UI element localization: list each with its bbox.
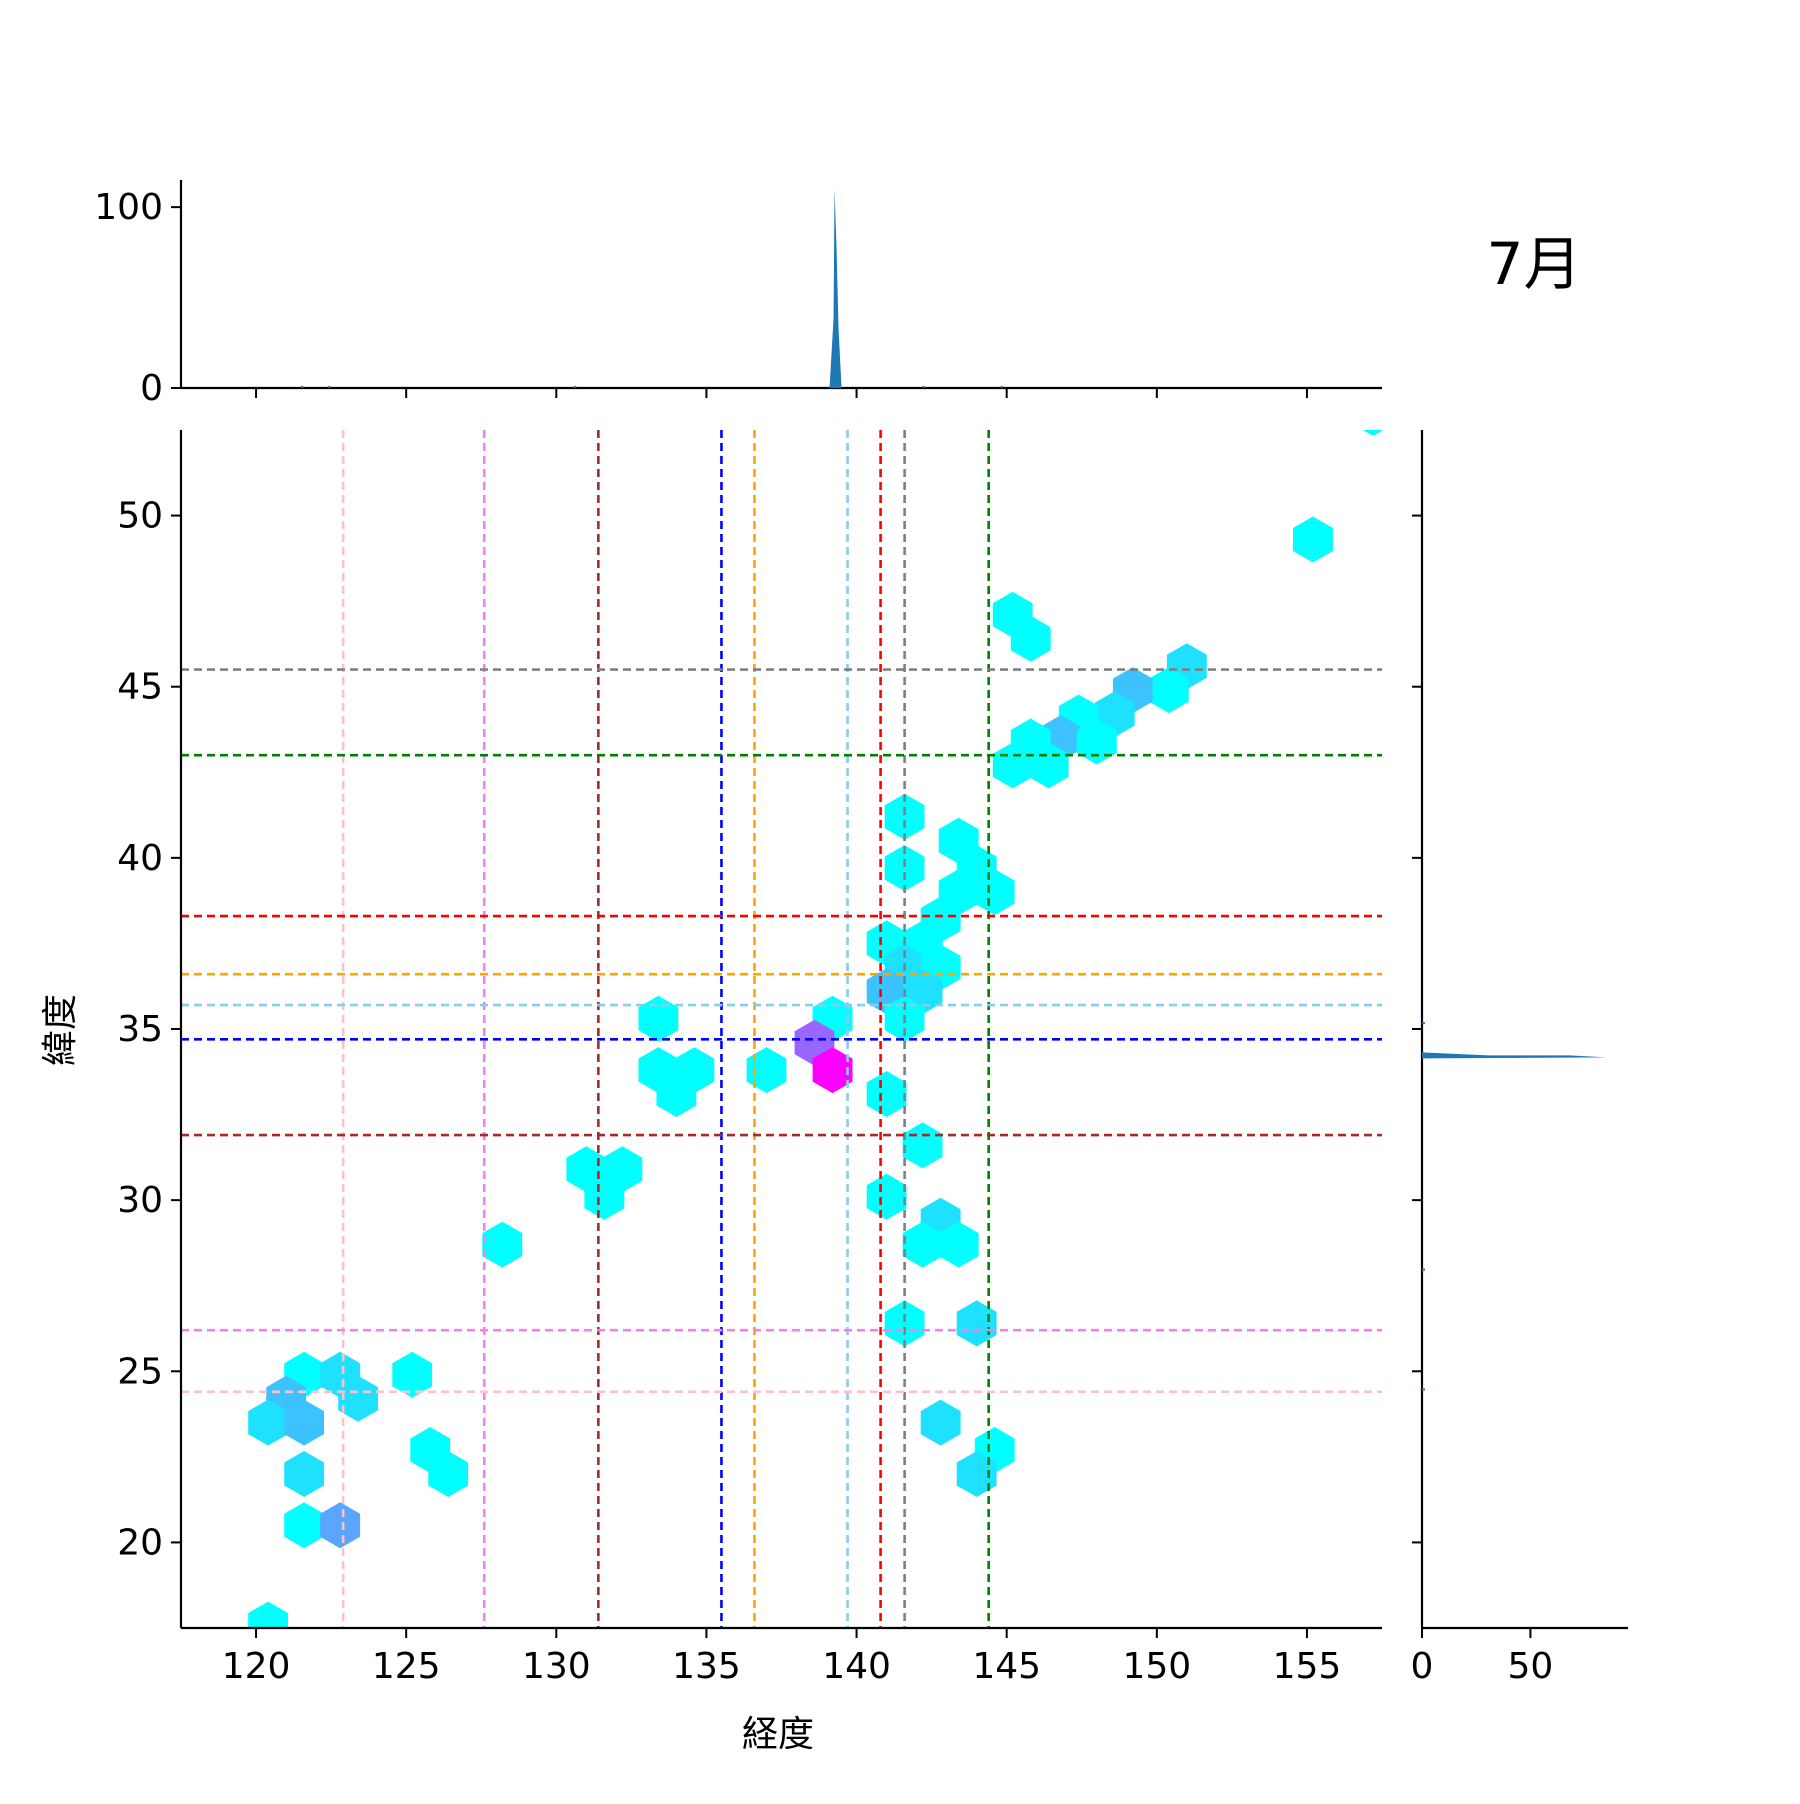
top-hist-bar: [301, 385, 304, 388]
hexbin-cell: [866, 1071, 907, 1117]
hexbin-cell: [884, 793, 925, 840]
hexbin-cell: [284, 1451, 324, 1497]
y-tick-label: 25: [117, 1351, 163, 1392]
top-hist-bar: [922, 385, 925, 388]
right-hist-x-tick-label: 50: [1508, 1646, 1554, 1687]
main-axes: 120 125 130 135 140 145 150 155 20 25 30 35 40 45 50: [117, 430, 1382, 1687]
x-tick-label: 135: [672, 1646, 741, 1687]
right-hist-peak-bar: [1422, 1052, 1607, 1059]
y-axis-label: 緯度: [40, 994, 81, 1066]
right-hist-bar: [1422, 1268, 1425, 1271]
hexbin-cell: [284, 1502, 324, 1549]
hexbin-cell: [584, 1173, 625, 1220]
top-hist-y-tick-label: 0: [140, 368, 163, 409]
main-plot: 120 125 130 135 140 145 150 155 20 25 30 35 40 45 50: [117, 430, 1382, 1687]
hexbin-cell: [1076, 718, 1117, 765]
hexbin-cell: [866, 1173, 907, 1220]
y-tick-label: 40: [117, 838, 163, 879]
hexbin-cell: [920, 1399, 961, 1446]
top-hist-bar: [1000, 385, 1003, 388]
y-tick-label: 50: [117, 496, 163, 537]
hexbin-cell: [1293, 516, 1333, 563]
y-tick-label: 35: [117, 1009, 163, 1050]
hexbin-cell: [1148, 667, 1189, 714]
x-tick-label: 140: [822, 1646, 891, 1687]
top-hist-peak-bar: [829, 189, 842, 388]
top-hist-bar: [574, 385, 577, 388]
hexbin-cell: [956, 1300, 997, 1347]
hexbin-cell: [1010, 615, 1051, 662]
right-marginal-histogram: 0 50: [1411, 430, 1628, 1687]
x-tick-label: 130: [522, 1646, 591, 1687]
hexbin-cell: [428, 1451, 469, 1497]
hexbin-cell: [638, 995, 679, 1042]
x-axis-label: 経度: [742, 1714, 814, 1755]
x-tick-label: 125: [372, 1646, 441, 1687]
top-marginal-histogram: 0 100: [94, 180, 1382, 409]
hexbin-cell: [248, 1601, 288, 1628]
hexbin-cell: [884, 845, 925, 892]
chart-title: 7月: [1487, 230, 1582, 298]
hexbin-cell: [1362, 430, 1382, 436]
top-hist-bar: [328, 385, 331, 388]
y-tick-label: 20: [117, 1522, 163, 1563]
reference-lines: [181, 430, 1382, 1628]
y-tick-label: 30: [117, 1180, 163, 1221]
hexbin-cell: [938, 1221, 979, 1268]
hexbin-cell: [974, 869, 1015, 916]
hexbin-cell: [812, 1047, 853, 1094]
right-hist-bar: [1422, 1022, 1425, 1025]
x-tick-label: 120: [222, 1646, 291, 1687]
y-tick-label: 45: [117, 667, 163, 708]
hexbin-cell: [902, 1221, 943, 1268]
x-tick-label: 155: [1273, 1646, 1342, 1687]
hexbin-cell: [248, 1399, 288, 1446]
right-hist-x-tick-label: 0: [1411, 1646, 1434, 1687]
hexbin-cell: [338, 1375, 379, 1422]
hexbin-cell: [320, 1502, 361, 1549]
hexbin-cell: [956, 1451, 997, 1497]
top-hist-y-tick-label: 100: [94, 187, 163, 228]
hexbin-cell: [746, 1047, 787, 1094]
hexbin-cell: [482, 1221, 523, 1268]
right-hist-bar: [1422, 1388, 1425, 1391]
hexbin-cell: [884, 1300, 925, 1347]
hexbin-cell: [656, 1071, 697, 1117]
hexbin-cell: [284, 1399, 324, 1446]
x-tick-label: 145: [972, 1646, 1041, 1687]
hexbin-cell: [392, 1351, 433, 1398]
x-tick-label: 150: [1122, 1646, 1191, 1687]
